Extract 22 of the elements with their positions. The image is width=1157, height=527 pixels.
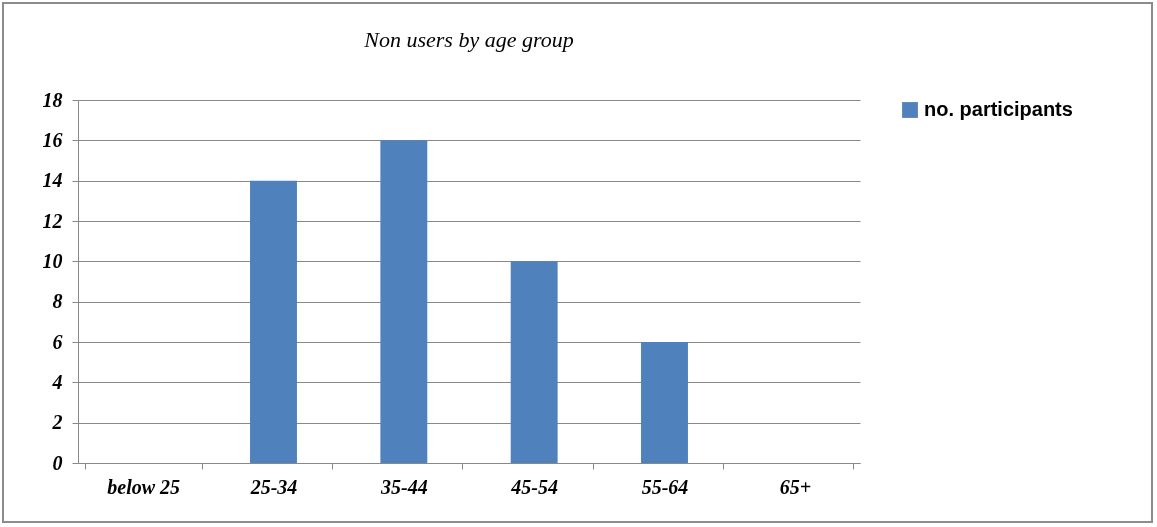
y-tick-label: 16	[42, 128, 63, 151]
bar	[250, 180, 297, 463]
bar	[641, 342, 688, 463]
chart-title: Non users by age group	[363, 27, 574, 52]
y-tick-label: 2	[51, 411, 63, 434]
bar	[510, 261, 558, 463]
x-tick-label: below 25	[107, 475, 181, 498]
y-tick-label: 0	[52, 451, 63, 474]
legend-label: no. participants	[924, 98, 1073, 120]
y-tick-label: 10	[42, 249, 63, 272]
y-tick-label: 6	[52, 330, 63, 353]
x-tick-label: 25-34	[249, 475, 298, 498]
y-tick-label: 8	[52, 290, 63, 313]
x-tick-label: 55-64	[641, 475, 689, 498]
x-tick-label: 45-54	[510, 475, 558, 498]
y-tick-label: 4	[51, 370, 63, 393]
y-tick-label: 14	[42, 169, 63, 192]
x-tick-label: 35-44	[380, 475, 428, 498]
y-tick-label: 18	[42, 88, 63, 111]
x-tick-label: 65+	[779, 475, 812, 498]
bar	[380, 140, 428, 463]
y-tick-label: 12	[42, 209, 63, 232]
